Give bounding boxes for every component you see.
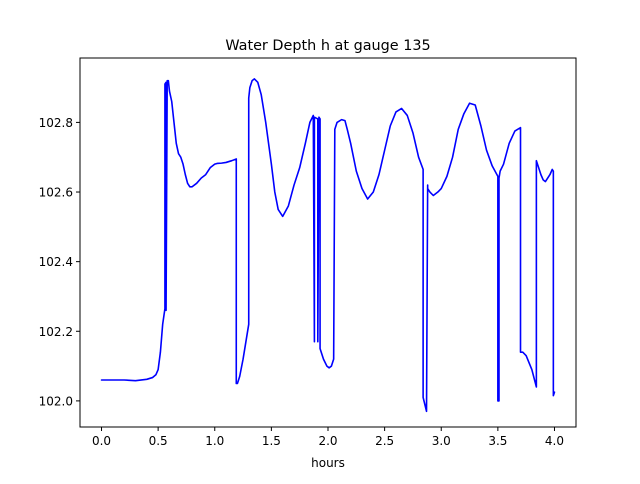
y-tick-label: 102.4 [39, 255, 73, 269]
x-tick-label: 1.5 [262, 434, 281, 448]
x-tick-label: 3.0 [432, 434, 451, 448]
y-tick-label: 102.6 [39, 186, 73, 200]
x-tick-label: 2.0 [318, 434, 337, 448]
x-tick-label: 2.5 [375, 434, 394, 448]
y-tick-label: 102.2 [39, 325, 73, 339]
chart-title: Water Depth h at gauge 135 [225, 38, 430, 54]
plot-frame [79, 57, 577, 428]
y-tick-label: 102.8 [39, 116, 73, 130]
x-tick-label: 0.0 [92, 434, 111, 448]
axes-layer: 0.0 0.5 1.0 1.5 2.0 2.5 3.0 3.5 4.0 102.0 102.2 102… [39, 116, 564, 448]
plot-area [80, 58, 576, 427]
series-layer [100, 78, 556, 413]
x-tick-label: 4.0 [545, 434, 564, 448]
y-tick-label: 102.0 [39, 394, 73, 408]
x-axis-title: hours [311, 456, 345, 470]
series-line [100, 78, 556, 413]
x-tick-label: 1.0 [205, 434, 224, 448]
x-tick-label: 3.5 [488, 434, 507, 448]
x-tick-label: 0.5 [149, 434, 168, 448]
